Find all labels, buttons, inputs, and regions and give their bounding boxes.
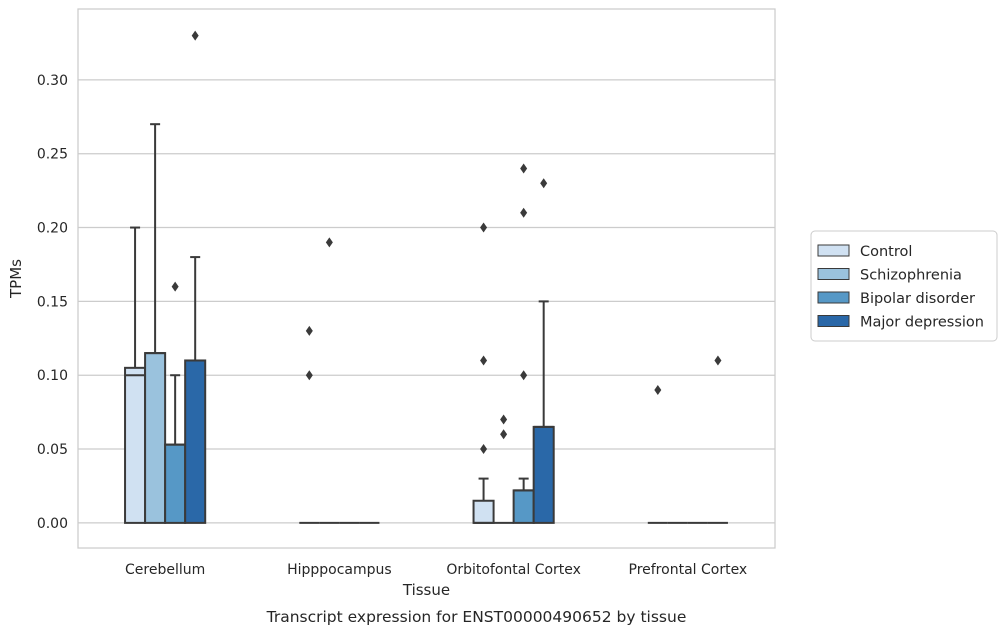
outlier-point <box>305 325 313 336</box>
box-control <box>472 222 495 524</box>
outlier-point <box>520 207 528 218</box>
y-tick-label: 0.15 <box>37 294 68 310</box>
box-rect <box>512 489 535 524</box>
plot-frame <box>77 8 776 549</box>
x-tick-label: Cerebellum <box>125 562 205 578</box>
outlier-point <box>171 281 179 292</box>
box-control <box>124 226 147 524</box>
legend-swatch <box>817 291 850 304</box>
box-rect <box>532 425 555 524</box>
boxes-layer <box>124 30 728 524</box>
box-bipolar-disorder <box>164 281 187 524</box>
x-tick-label: Orbitofontal Cortex <box>446 562 581 578</box>
outlier-point <box>500 414 508 425</box>
legend-swatch <box>817 268 850 280</box>
box-major-depression <box>532 178 555 524</box>
box-control <box>299 325 320 524</box>
x-tick-label: Hipppocampus <box>287 562 392 578</box>
legend-label: Bipolar disorder <box>860 291 975 307</box>
outlier-point <box>480 222 488 233</box>
box-major-depression <box>707 355 728 524</box>
y-tick-label: 0.25 <box>37 147 68 163</box>
y-tick-labels: 0.00 0.05 0.10 0.15 0.20 0.25 0.30 <box>37 73 68 532</box>
legend-swatch <box>817 315 850 327</box>
outlier-point <box>191 30 199 41</box>
box-rect <box>144 352 167 524</box>
y-tick-label: 0.10 <box>37 368 68 384</box>
box-rect <box>124 366 147 524</box>
box-schizophrenia <box>144 123 167 524</box>
outlier-point <box>480 444 488 455</box>
box-rect <box>472 499 495 524</box>
box-control <box>647 384 668 524</box>
y-tick-label: 0.20 <box>37 221 68 237</box>
outlier-point <box>305 370 313 381</box>
y-axis-title: TPMs <box>7 259 25 299</box>
outlier-point <box>520 370 528 381</box>
box-bipolar-disorder <box>512 163 535 524</box>
outlier-point <box>325 237 333 248</box>
box-rect <box>184 359 207 524</box>
legend-label: Schizophrenia <box>860 268 962 284</box>
box-schizophrenia <box>493 414 514 524</box>
y-tick-label: 0.00 <box>37 516 68 532</box>
legend-swatch <box>817 244 850 257</box>
outlier-point <box>500 429 508 440</box>
chart-caption: Transcript expression for ENST0000049065… <box>266 608 687 626</box>
box-major-depression <box>184 30 207 524</box>
outlier-point <box>540 178 548 189</box>
legend: Control Schizophrenia Bipolar disorder Majo… <box>810 230 998 342</box>
legend-label: Control <box>860 244 912 260</box>
y-tick-label: 0.05 <box>37 442 68 458</box>
box-schizophrenia <box>319 237 340 524</box>
outlier-point <box>480 355 488 366</box>
x-axis-title: Tissue <box>402 581 450 599</box>
x-tick-labels: Cerebellum Hipppocampus Orbitofontal Corte… <box>125 562 747 578</box>
box-rect <box>164 443 187 524</box>
legend-label: Major depression <box>860 315 984 331</box>
x-tick-label: Prefrontal Cortex <box>629 562 748 578</box>
y-tick-label: 0.30 <box>37 73 68 89</box>
outlier-point <box>654 384 662 395</box>
outlier-point <box>714 355 722 366</box>
outlier-point <box>520 163 528 174</box>
legend-frame <box>810 230 998 342</box>
